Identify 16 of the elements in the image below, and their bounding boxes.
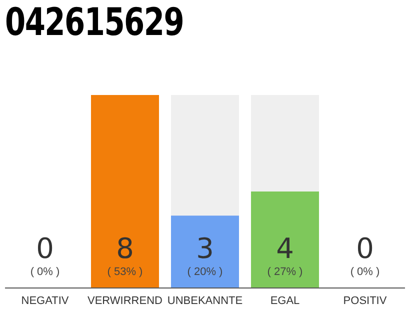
x-tick-label: UNBEKANNTE: [167, 295, 243, 307]
annotation: ( 27% ): [267, 266, 303, 278]
x-tick-label: EGAL: [270, 295, 300, 307]
data-label: 0: [356, 232, 374, 265]
x-tick-label: NEGATIV: [21, 295, 70, 307]
data-label: 0: [36, 232, 54, 265]
data-label: 4: [276, 232, 294, 265]
annotation: ( 0% ): [30, 266, 60, 278]
chart-title: 042615629: [5, 0, 184, 44]
data-label: 3: [196, 232, 214, 265]
annotation: ( 20% ): [187, 266, 223, 278]
x-tick-label: VERWIRREND: [88, 295, 163, 307]
annotation: ( 53% ): [107, 266, 143, 278]
data-label: 8: [116, 232, 134, 265]
x-tick-label: POSITIV: [343, 295, 388, 307]
annotation: ( 0% ): [350, 266, 380, 278]
